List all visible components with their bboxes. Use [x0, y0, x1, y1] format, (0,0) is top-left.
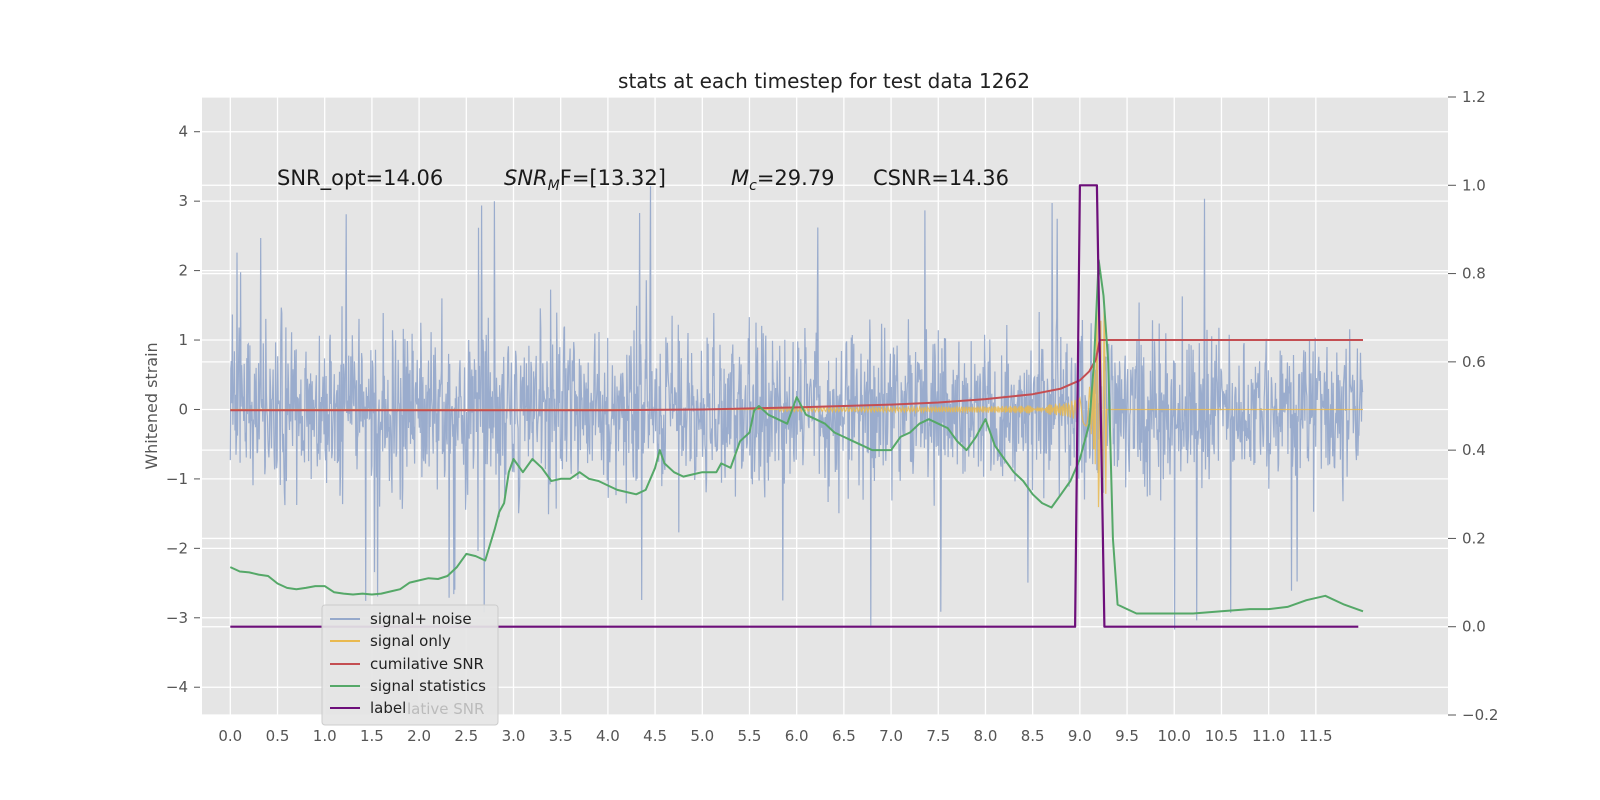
legend-label-label: label — [370, 699, 406, 717]
x-tick-label: 10.0 — [1158, 727, 1191, 745]
series-signal-noise-line — [229, 186, 1364, 630]
x-tick-label: 2.0 — [407, 727, 431, 745]
x-tick-label: 10.5 — [1205, 727, 1238, 745]
x-tick-label: 4.0 — [596, 727, 620, 745]
y-tick-label: 2 — [178, 262, 188, 280]
annotation-snr-mf: SNRMF=[13.32] — [504, 166, 666, 194]
x-tick-label: 3.0 — [502, 727, 526, 745]
x-tick-label: 8.0 — [974, 727, 998, 745]
y-tick-label: 4 — [178, 123, 188, 141]
series-label-line — [230, 184, 1359, 628]
y-tick-label: −4 — [166, 678, 188, 696]
x-tick-label: 9.0 — [1068, 727, 1092, 745]
annotation-snr-mf-main: SNR — [504, 166, 548, 190]
y2-tick-label: 0.2 — [1462, 529, 1486, 547]
x-tick-label: 7.0 — [879, 727, 903, 745]
x-tick-label: 1.0 — [313, 727, 337, 745]
x-tick-label: 7.5 — [926, 727, 950, 745]
annotations: SNR_opt=14.06 SNRMF=[13.32] Mc=29.79 CSN… — [277, 166, 1009, 194]
legend-label-signal-statistics: signal statistics — [370, 677, 486, 695]
y-tick-label: 3 — [178, 192, 188, 210]
x-tick-label: 0.0 — [218, 727, 242, 745]
x-tick-label: 5.5 — [738, 727, 762, 745]
y2-tick-label: 0.8 — [1462, 265, 1486, 283]
y-tick-label: −1 — [166, 470, 188, 488]
y-tick-label: −3 — [166, 609, 188, 627]
x-tick-label: 11.5 — [1299, 727, 1332, 745]
x-tick-label: 6.5 — [832, 727, 856, 745]
annotation-snr-mf-sub: M — [548, 178, 560, 194]
x-tick-label: 3.5 — [549, 727, 573, 745]
legend: lative SNR signal+ noise signal only cum… — [321, 604, 499, 726]
y-axis-label: Whitened strain — [142, 342, 161, 469]
x-tick-label: 5.0 — [690, 727, 714, 745]
x-tick-label: 11.0 — [1252, 727, 1285, 745]
axes-layer: 0.0 0.5 1.0 1.5 2.0 2.5 3.0 3.5 4.0 4.5 5.0 5.5 6.0 6… — [166, 88, 1499, 745]
series-layer — [229, 184, 1364, 630]
y2-tick-label: −0.2 — [1462, 706, 1498, 724]
y2-tick-label: 0.0 — [1462, 618, 1486, 636]
y2-tick-label: 0.4 — [1462, 441, 1486, 459]
y2-tick-label: 0.6 — [1462, 353, 1486, 371]
y-tick-label: 0 — [178, 400, 188, 418]
y2-tick-label: 1.2 — [1462, 88, 1486, 106]
y-tick-label: 1 — [178, 331, 188, 349]
annotation-mc-rest: =29.79 — [757, 166, 835, 190]
annotation-snr-mf-rest: F=[13.32] — [560, 166, 666, 190]
legend-label-signal-noise: signal+ noise — [370, 610, 472, 628]
legend-ghost-text: lative SNR — [407, 700, 484, 718]
x-tick-label: 0.5 — [266, 727, 290, 745]
series-signal-statistics-line — [229, 259, 1364, 615]
x-tick-label: 9.5 — [1115, 727, 1139, 745]
annotation-mc-sub: c — [749, 178, 757, 194]
annotation-mc-main: M — [731, 166, 749, 190]
legend-frame — [321, 604, 499, 726]
y2-tick-label: 1.0 — [1462, 176, 1486, 194]
y-tick-label: −2 — [166, 539, 188, 557]
x-tick-label: 2.5 — [454, 727, 478, 745]
annotation-csnr: CSNR=14.36 — [873, 166, 1009, 190]
legend-label-cumilative-snr: cumilative SNR — [370, 655, 484, 673]
legend-label-signal-only: signal only — [370, 632, 451, 650]
x-tick-label: 1.5 — [360, 727, 384, 745]
x-tick-label: 8.5 — [1021, 727, 1045, 745]
x-tick-label: 4.5 — [643, 727, 667, 745]
annotation-snr-opt: SNR_opt=14.06 — [277, 166, 443, 191]
annotation-mc: Mc=29.79 — [731, 166, 835, 194]
x-tick-label: 6.0 — [785, 727, 809, 745]
chart-title: stats at each timestep for test data 126… — [618, 69, 1030, 93]
